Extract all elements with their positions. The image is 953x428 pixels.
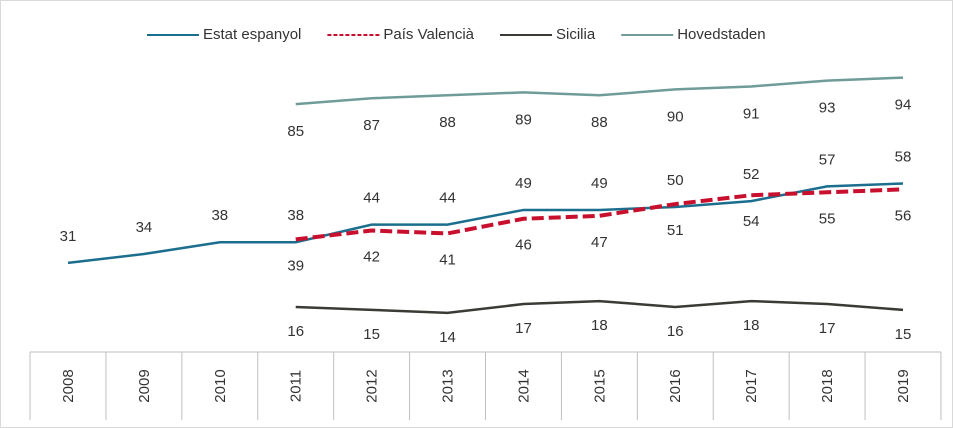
data-label: 55 (819, 210, 836, 227)
data-label: 46 (515, 237, 532, 254)
data-label: 39 (287, 257, 304, 274)
data-label: 15 (895, 326, 912, 343)
data-label: 88 (591, 114, 608, 131)
legend-label: País Valencià (383, 26, 474, 43)
x-tick-label: 2012 (364, 369, 381, 402)
data-label: 17 (515, 320, 532, 337)
data-label: 34 (136, 219, 153, 236)
data-label: 14 (439, 329, 456, 346)
x-tick-label: 2011 (288, 370, 305, 402)
data-label: 52 (743, 166, 760, 183)
data-label: 87 (363, 117, 380, 134)
data-label: 18 (743, 317, 760, 334)
x-tick-label: 2013 (440, 369, 457, 402)
x-tick-label: 2010 (212, 369, 229, 402)
data-label: 47 (591, 234, 608, 251)
x-tick-label: 2014 (515, 369, 532, 402)
x-tick-label: 2017 (743, 369, 760, 402)
x-tick-label: 2009 (136, 369, 153, 402)
data-label: 38 (287, 207, 304, 224)
data-label: 41 (439, 251, 456, 268)
x-tick-label: 2019 (895, 369, 912, 402)
data-label: 56 (895, 207, 912, 224)
series-line (295, 299, 904, 315)
data-label: 91 (743, 105, 760, 122)
data-label: 44 (363, 190, 380, 207)
data-label: 18 (591, 317, 608, 334)
data-label: 50 (667, 172, 684, 189)
data-label: 54 (743, 213, 760, 230)
data-label: 17 (819, 320, 836, 337)
data-label: 38 (211, 207, 228, 224)
series-line (295, 76, 904, 106)
data-label: 58 (895, 148, 912, 165)
legend-label: Hovedstaden (677, 26, 765, 43)
x-tick-label: 2018 (819, 369, 836, 402)
data-label: 57 (819, 151, 836, 168)
data-label: 51 (667, 222, 684, 239)
data-label: 16 (667, 323, 684, 340)
data-label: 44 (439, 190, 456, 207)
data-label: 42 (363, 248, 380, 265)
data-label: 93 (819, 100, 836, 117)
data-label: 15 (363, 326, 380, 343)
data-label: 89 (515, 111, 532, 128)
legend-label: Estat espanyol (203, 26, 301, 43)
data-label: 16 (287, 323, 304, 340)
series-line (67, 182, 904, 265)
x-tick-label: 2016 (667, 369, 684, 402)
x-tick-label: 2008 (60, 369, 77, 402)
data-label: 88 (439, 114, 456, 131)
series-line (295, 187, 904, 242)
legend-label: Sicilia (556, 26, 596, 43)
data-label: 31 (60, 228, 77, 245)
data-label: 94 (895, 97, 912, 114)
data-label: 49 (591, 175, 608, 192)
data-label: 49 (515, 175, 532, 192)
x-tick-label: 2015 (591, 369, 608, 402)
data-label: 90 (667, 108, 684, 125)
data-label: 85 (287, 123, 304, 140)
